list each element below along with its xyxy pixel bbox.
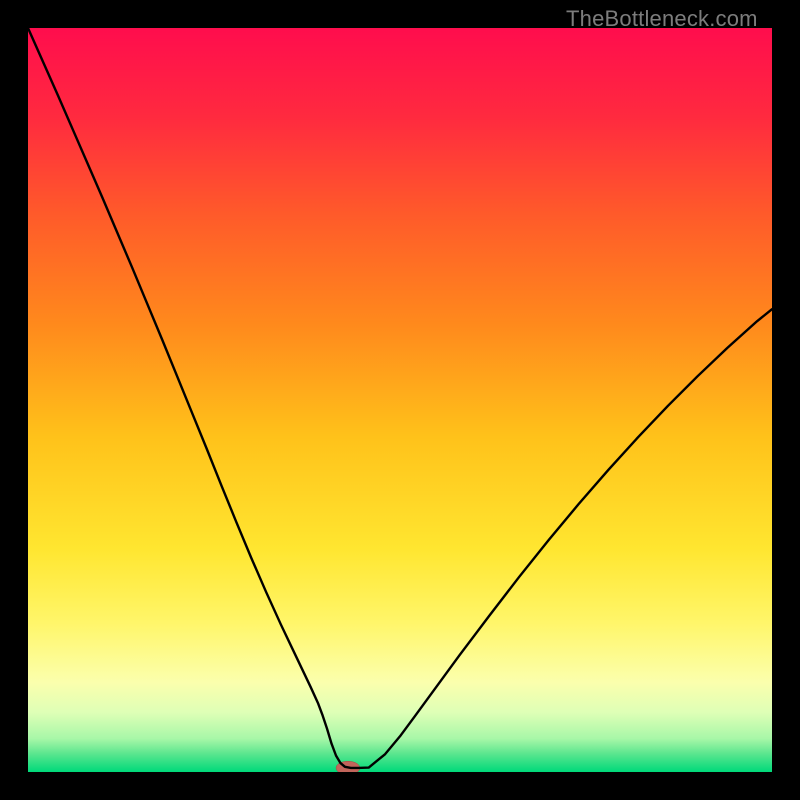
chart-background <box>28 28 772 772</box>
chart-svg <box>28 28 772 772</box>
watermark-text: TheBottleneck.com <box>566 6 758 32</box>
chart-plot-area <box>28 28 772 772</box>
